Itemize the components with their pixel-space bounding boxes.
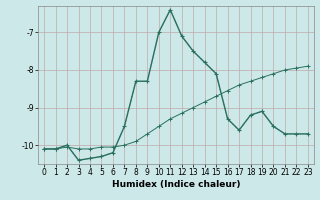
X-axis label: Humidex (Indice chaleur): Humidex (Indice chaleur) (112, 180, 240, 189)
